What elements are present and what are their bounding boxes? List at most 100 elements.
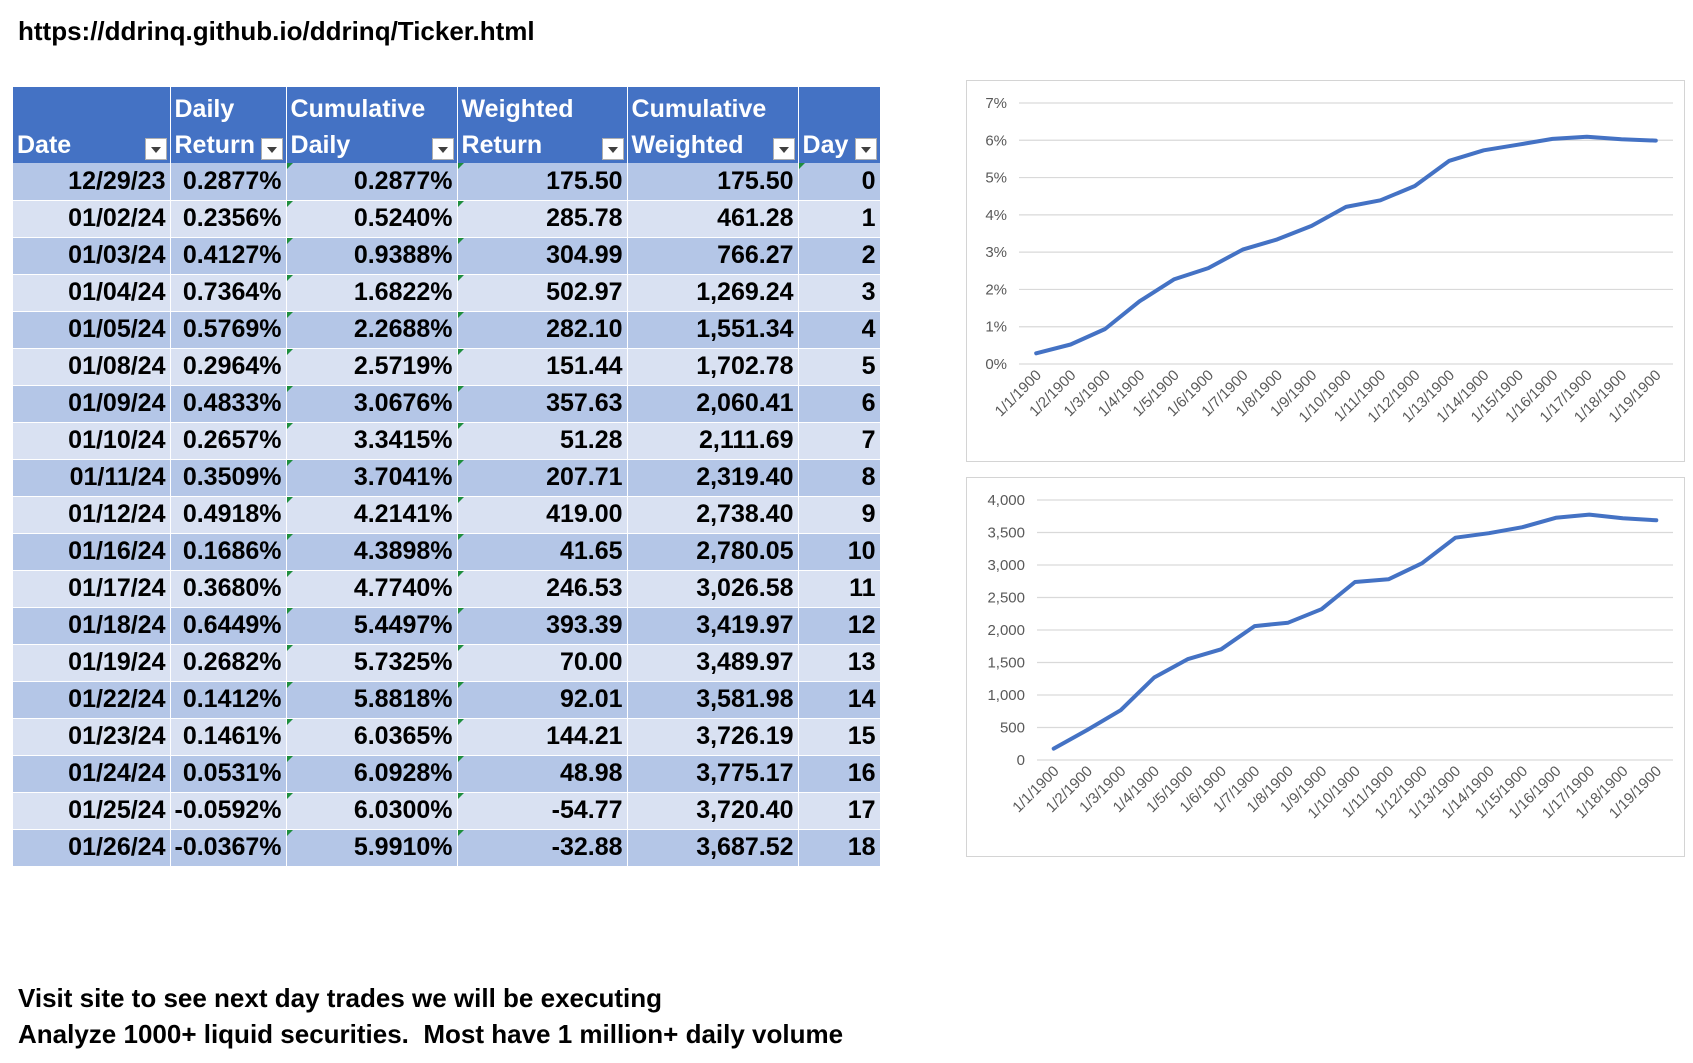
weighted-return-cell[interactable]: 357.63 (457, 385, 628, 423)
cumulative-daily-cell[interactable]: 5.8818% (286, 681, 458, 719)
cumulative-weighted-cell[interactable]: 3,026.58 (627, 570, 799, 608)
date-cell[interactable]: 01/10/24 (13, 422, 171, 460)
weighted-return-cell[interactable]: 151.44 (457, 348, 628, 386)
date-cell[interactable]: 01/03/24 (13, 237, 171, 275)
weighted-return-cell[interactable]: 304.99 (457, 237, 628, 275)
cumulative-daily-cell[interactable]: 4.2141% (286, 496, 458, 534)
day-cell[interactable]: 11 (798, 570, 881, 608)
cumulative-weighted-cell[interactable]: 1,551.34 (627, 311, 799, 349)
daily-return-cell[interactable]: 0.4918% (170, 496, 287, 534)
daily-return-cell[interactable]: 0.4833% (170, 385, 287, 423)
weighted-return-cell[interactable]: 207.71 (457, 459, 628, 497)
day-cell[interactable]: 10 (798, 533, 881, 571)
cumulative-daily-cell[interactable]: 6.0928% (286, 755, 458, 793)
filter-dropdown-icon[interactable] (260, 138, 283, 160)
day-cell[interactable]: 5 (798, 348, 881, 386)
weighted-return-cell[interactable]: 70.00 (457, 644, 628, 682)
day-cell[interactable]: 8 (798, 459, 881, 497)
day-cell[interactable]: 13 (798, 644, 881, 682)
filter-dropdown-icon[interactable] (854, 138, 877, 160)
date-cell[interactable]: 01/23/24 (13, 718, 171, 756)
cumulative-weighted-cell[interactable]: 3,775.17 (627, 755, 799, 793)
cumulative-daily-cell[interactable]: 0.5240% (286, 200, 458, 238)
day-cell[interactable]: 15 (798, 718, 881, 756)
day-cell[interactable]: 6 (798, 385, 881, 423)
cumulative-weighted-cell[interactable]: 2,738.40 (627, 496, 799, 534)
cumulative-weighted-cell[interactable]: 2,060.41 (627, 385, 799, 423)
day-cell[interactable]: 1 (798, 200, 881, 238)
day-cell[interactable]: 7 (798, 422, 881, 460)
daily-return-cell[interactable]: 0.5769% (170, 311, 287, 349)
date-cell[interactable]: 01/09/24 (13, 385, 171, 423)
cumulative-weighted-cell[interactable]: 2,780.05 (627, 533, 799, 571)
filter-dropdown-icon[interactable] (144, 138, 167, 160)
daily-return-cell[interactable]: 0.3509% (170, 459, 287, 497)
cumulative-weighted-cell[interactable]: 3,726.19 (627, 718, 799, 756)
daily-return-cell[interactable]: 0.3680% (170, 570, 287, 608)
day-cell[interactable]: 17 (798, 792, 881, 830)
cumulative-weighted-cell[interactable]: 3,687.52 (627, 829, 799, 867)
date-cell[interactable]: 01/11/24 (13, 459, 171, 497)
cumulative-weighted-cell[interactable]: 3,489.97 (627, 644, 799, 682)
daily-return-cell[interactable]: 0.7364% (170, 274, 287, 312)
daily-return-cell[interactable]: -0.0592% (170, 792, 287, 830)
daily-return-cell[interactable]: 0.2877% (170, 163, 287, 201)
date-cell[interactable]: 01/04/24 (13, 274, 171, 312)
date-cell[interactable]: 01/24/24 (13, 755, 171, 793)
daily-return-cell[interactable]: 0.1461% (170, 718, 287, 756)
date-cell[interactable]: 01/05/24 (13, 311, 171, 349)
cumulative-weighted-cell[interactable]: 3,581.98 (627, 681, 799, 719)
cumulative-weighted-cell[interactable]: 2,319.40 (627, 459, 799, 497)
daily-return-cell[interactable]: 0.2964% (170, 348, 287, 386)
daily-return-cell[interactable]: 0.6449% (170, 607, 287, 645)
day-cell[interactable]: 2 (798, 237, 881, 275)
day-cell[interactable]: 12 (798, 607, 881, 645)
date-cell[interactable]: 01/08/24 (13, 348, 171, 386)
date-cell[interactable]: 01/16/24 (13, 533, 171, 571)
cumulative-weighted-cell[interactable]: 2,111.69 (627, 422, 799, 460)
weighted-return-cell[interactable]: 393.39 (457, 607, 628, 645)
weighted-return-cell[interactable]: 175.50 (457, 163, 628, 201)
cumulative-weighted-cell[interactable]: 461.28 (627, 200, 799, 238)
cumulative-daily-cell[interactable]: 2.2688% (286, 311, 458, 349)
weighted-return-cell[interactable]: 246.53 (457, 570, 628, 608)
date-cell[interactable]: 01/17/24 (13, 570, 171, 608)
cumulative-daily-cell[interactable]: 5.7325% (286, 644, 458, 682)
weighted-return-cell[interactable]: -54.77 (457, 792, 628, 830)
daily-return-cell[interactable]: 0.2657% (170, 422, 287, 460)
cumulative-daily-cell[interactable]: 6.0300% (286, 792, 458, 830)
date-cell[interactable]: 01/26/24 (13, 829, 171, 867)
day-cell[interactable]: 0 (798, 163, 881, 201)
date-cell[interactable]: 12/29/23 (13, 163, 171, 201)
daily-return-cell[interactable]: 0.1412% (170, 681, 287, 719)
date-cell[interactable]: 01/12/24 (13, 496, 171, 534)
cumulative-daily-cell[interactable]: 5.4497% (286, 607, 458, 645)
cumulative-daily-cell[interactable]: 3.7041% (286, 459, 458, 497)
weighted-return-cell[interactable]: 285.78 (457, 200, 628, 238)
cumulative-weighted-cell[interactable]: 3,419.97 (627, 607, 799, 645)
cumulative-daily-cell[interactable]: 4.3898% (286, 533, 458, 571)
daily-return-cell[interactable]: 0.2356% (170, 200, 287, 238)
cumulative-daily-cell[interactable]: 0.9388% (286, 237, 458, 275)
daily-return-cell[interactable]: 0.4127% (170, 237, 287, 275)
cumulative-weighted-cell[interactable]: 3,720.40 (627, 792, 799, 830)
weighted-return-cell[interactable]: -32.88 (457, 829, 628, 867)
cumulative-daily-cell[interactable]: 2.5719% (286, 348, 458, 386)
daily-return-cell[interactable]: -0.0367% (170, 829, 287, 867)
weighted-return-cell[interactable]: 419.00 (457, 496, 628, 534)
filter-dropdown-icon[interactable] (772, 138, 795, 160)
cumulative-daily-cell[interactable]: 0.2877% (286, 163, 458, 201)
filter-dropdown-icon[interactable] (601, 138, 624, 160)
daily-return-cell[interactable]: 0.1686% (170, 533, 287, 571)
day-cell[interactable]: 14 (798, 681, 881, 719)
cumulative-daily-cell[interactable]: 3.0676% (286, 385, 458, 423)
cumulative-daily-cell[interactable]: 5.9910% (286, 829, 458, 867)
weighted-return-cell[interactable]: 144.21 (457, 718, 628, 756)
filter-dropdown-icon[interactable] (431, 138, 454, 160)
day-cell[interactable]: 16 (798, 755, 881, 793)
cumulative-weighted-cell[interactable]: 175.50 (627, 163, 799, 201)
cumulative-daily-cell[interactable]: 6.0365% (286, 718, 458, 756)
cumulative-daily-cell[interactable]: 4.7740% (286, 570, 458, 608)
weighted-return-cell[interactable]: 92.01 (457, 681, 628, 719)
weighted-return-cell[interactable]: 41.65 (457, 533, 628, 571)
